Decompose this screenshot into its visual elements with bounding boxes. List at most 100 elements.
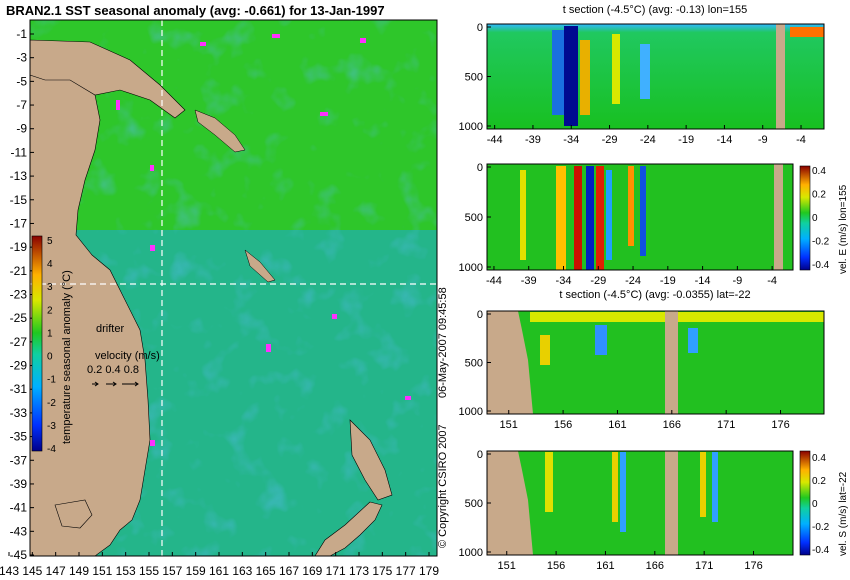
panel-2-land (774, 164, 783, 270)
panel-y-tick-label: 0 (477, 309, 483, 321)
map-x-tick-label: 159 (186, 564, 206, 578)
panel-1-land (776, 24, 785, 129)
map-y-tick-label: -13 (10, 169, 28, 183)
panel-4-neg-band (712, 452, 718, 522)
map-colorbar-tick-label: -1 (47, 375, 56, 386)
panel-x-tick-label: 161 (596, 560, 614, 572)
drifter-marker (266, 344, 271, 352)
panel-1-warm-band (612, 34, 620, 104)
panel-y-tick-label: 500 (465, 212, 483, 224)
panel-colorbar-tick-label: 0 (812, 213, 818, 224)
panel-y-tick-label: 0 (477, 449, 483, 461)
panel-4-field (487, 451, 793, 555)
panel-2-pos-band (520, 170, 526, 260)
map-x-tick-label: 177 (396, 564, 416, 578)
panel-2-pos-band (574, 166, 582, 270)
panel-1-field (487, 24, 824, 129)
map-colorbar-tick-label: 4 (47, 259, 53, 270)
main-title: BRAN2.1 SST seasonal anomaly (avg: -0.66… (6, 3, 385, 18)
panel-vel-e: 0.4 0.2 0 -0.2 -0.4 vel. E (m/s) lon=155 0 50… (459, 162, 849, 287)
panel-x-tick-label: -39 (521, 275, 537, 287)
map-y-tick-label: -7 (16, 98, 27, 112)
panel-4-land-new-caledonia (665, 451, 678, 555)
panel-x-tick-label: 151 (500, 419, 518, 431)
map-colorbar-tick-label: 2 (47, 305, 53, 316)
panel-2-neg-band (606, 170, 612, 260)
velocity-legend-label: velocity (m/s) (95, 350, 160, 362)
panel-3-land-australia (487, 311, 533, 414)
panel-y-tick-label: 500 (465, 498, 483, 510)
panel-2-colorbar-label: vel. E (m/s) lon=155 (838, 184, 849, 274)
map-y-tick-label: -11 (11, 145, 28, 159)
panel-2-pos-band (596, 166, 604, 270)
map-x-tick-label: 165 (256, 564, 276, 578)
map-x-tick-label: 167 (279, 564, 299, 578)
map-x-tick-label: 143 (0, 564, 19, 578)
drifter-marker (405, 396, 411, 400)
panel-x-tick-label: -29 (590, 275, 606, 287)
panel-x-tick-label: -14 (695, 275, 711, 287)
panel-colorbar-tick-label: 0.2 (812, 190, 826, 201)
panel-4-pos-band (545, 452, 553, 512)
map-colorbar-tick-label: 0 (47, 352, 53, 363)
panel-3-title: t section (-4.5°C) (avg: -0.0355) lat=-2… (559, 289, 750, 301)
map-y-tick-label: -15 (10, 193, 28, 207)
panel-x-tick-label: -9 (732, 275, 742, 287)
map-colorbar-label: temperature seasonal anomaly (°C) (61, 270, 73, 444)
drifter-marker (320, 112, 328, 116)
panel-2-pos-band (628, 166, 634, 246)
panel-t-section-lon: t section (-4.5°C) (avg: -0.13) lon=155 … (459, 4, 825, 146)
land-new-caledonia (244, 249, 276, 283)
drifter-marker (332, 314, 337, 319)
panel-x-tick-label: -34 (556, 275, 572, 287)
map-y-tick-label: -17 (10, 216, 28, 230)
panel-y-tick-label: 1000 (459, 406, 483, 418)
panel-colorbar-tick-label: 0.2 (812, 476, 826, 487)
panel-colorbar-tick-label: 0 (812, 499, 818, 510)
panel-1-warm-band (580, 40, 590, 115)
map-x-tick-label: 155 (139, 564, 159, 578)
velocity-legend-arrows (92, 381, 139, 387)
map-x-tick-label: 151 (92, 564, 112, 578)
panel-colorbar-tick-label: 0.4 (812, 166, 826, 177)
map-x-tick-label: 145 (22, 564, 42, 578)
map-colorbar-tick-label: 3 (47, 282, 53, 293)
panel-4-y-ticks: 0 500 1000 (459, 449, 491, 559)
map-y-tick-label: -21 (10, 264, 28, 278)
map-colorbar-tick-label: 1 (47, 328, 53, 339)
map-y-tick-label: -9 (16, 122, 27, 136)
panel-x-tick-label: -24 (625, 275, 641, 287)
panel-4-x-ticks: 151 156 161 166 171 176 (498, 551, 763, 572)
map-y-tick-label: -39 (10, 477, 28, 491)
drifter-markers (116, 34, 411, 446)
panel-4-pos-band (700, 452, 706, 517)
panel-x-tick-label: 166 (646, 560, 664, 572)
panel-1-y-ticks: 0 500 1000 (459, 22, 491, 133)
panel-x-tick-label: -14 (716, 134, 732, 146)
panel-colorbar-tick-label: -0.4 (812, 545, 830, 556)
panel-x-tick-label: -4 (767, 275, 777, 287)
panel-x-tick-label: -39 (525, 134, 541, 146)
map-y-tick-label: -3 (16, 51, 27, 65)
panel-3-field (487, 311, 824, 414)
land-new-zealand-south (314, 501, 383, 557)
panel-x-tick-label: 156 (554, 419, 572, 431)
panel-x-tick-label: 171 (717, 419, 735, 431)
drifter-marker (116, 100, 120, 110)
map-y-tick-label: -35 (10, 430, 28, 444)
panel-2-neg-band (586, 166, 594, 270)
panel-x-tick-label: -4 (796, 134, 806, 146)
drifter-marker (200, 42, 206, 46)
panel-x-tick-label: 166 (663, 419, 681, 431)
map-x-tick-label: 179 (419, 564, 439, 578)
map-y-tick-label: -25 (10, 311, 28, 325)
map-y-tick-label: -31 (10, 382, 28, 396)
panel-4-land-australia (487, 451, 533, 555)
panel-x-tick-label: -9 (758, 134, 768, 146)
panel-x-tick-label: 176 (771, 419, 789, 431)
sst-map (29, 19, 438, 557)
copyright-label: © Copyright CSIRO 2007 (437, 424, 449, 548)
map-colorbar-tick-label: -2 (47, 398, 56, 409)
map-y-tick-labels: -1 -3 -5 -7 -9 -11 -13 -15 -17 -19 -21 -23 -25 -27 -29… (10, 27, 34, 562)
map-x-tick-label: 161 (209, 564, 229, 578)
